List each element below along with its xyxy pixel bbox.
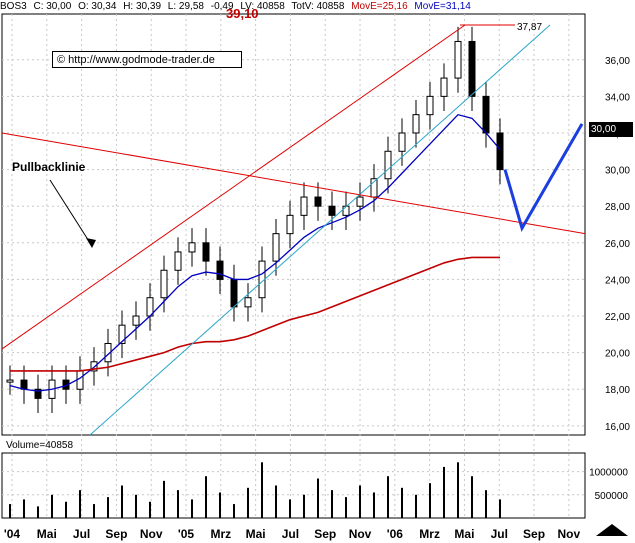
price-candle bbox=[314, 196, 322, 207]
price-candle bbox=[300, 196, 308, 216]
y-tick-label: 30,00 bbox=[605, 166, 630, 177]
vol-tick-label: 500000 bbox=[595, 491, 629, 502]
x-tick-label: Mai bbox=[246, 527, 266, 541]
price-frame bbox=[1, 13, 586, 436]
top-value-label: 39,10 bbox=[226, 6, 259, 21]
pullback-arrow bbox=[49, 179, 93, 247]
symbol-text: BOS3 bbox=[0, 1, 27, 12]
lv-text: LV: 40858 bbox=[240, 1, 285, 12]
pullback-line bbox=[1, 132, 586, 235]
vol-tick-label: 1000000 bbox=[589, 468, 628, 479]
y-tick-label: 36,00 bbox=[605, 56, 630, 67]
x-tick-label: Mai bbox=[454, 527, 474, 541]
price-candle bbox=[230, 278, 238, 308]
volume-label: Volume=40858 bbox=[6, 440, 74, 451]
x-tick-label: Sep bbox=[105, 527, 127, 541]
lower-trend-line bbox=[89, 24, 551, 436]
x-tick-label: Nov bbox=[349, 527, 372, 541]
watermark: © http://www.godmode-trader.de bbox=[52, 51, 242, 68]
x-tick-label: Nov bbox=[140, 527, 163, 541]
y-tick-label: 20,00 bbox=[605, 349, 630, 360]
x-tick-label: Mrz bbox=[210, 527, 231, 541]
price-candle bbox=[454, 40, 462, 79]
price-candle bbox=[104, 342, 112, 363]
ma-short-text: MovE=31,14 bbox=[414, 1, 471, 12]
price-candle bbox=[160, 269, 168, 299]
price-candle bbox=[356, 196, 364, 207]
projection-arrow bbox=[503, 123, 584, 232]
close-text: C: 30,00 bbox=[33, 1, 72, 12]
price-candle bbox=[328, 205, 336, 216]
price-candle bbox=[496, 132, 504, 171]
peak-annotation: 37,87 bbox=[517, 22, 543, 33]
low-text: L: 29,58 bbox=[167, 1, 204, 12]
ma-long-text: MovE=25,16 bbox=[351, 1, 408, 12]
price-candle bbox=[34, 388, 42, 399]
price-candle bbox=[286, 214, 294, 235]
x-tick-label: Nov bbox=[558, 527, 581, 541]
y-tick-label: 34,00 bbox=[605, 92, 630, 103]
open-text: O: 30,34 bbox=[78, 1, 117, 12]
header-bar: BOS3 C: 30,00 O: 30,34 H: 30,39 L: 29,58… bbox=[0, 0, 475, 14]
pullback-label: Pullbacklinie bbox=[12, 160, 86, 174]
price-candle bbox=[20, 379, 28, 390]
y-tick-label: 28,00 bbox=[605, 202, 630, 213]
price-candle bbox=[216, 260, 224, 280]
price-candle bbox=[398, 132, 406, 152]
change-text: -0,49 bbox=[210, 1, 234, 12]
ma-long-line bbox=[10, 256, 500, 372]
price-candle bbox=[426, 95, 434, 116]
price-candle bbox=[412, 114, 420, 134]
volume-frame bbox=[1, 452, 586, 519]
x-tick-label: Mrz bbox=[419, 527, 440, 541]
x-tick-label: Sep bbox=[523, 527, 545, 541]
price-candle bbox=[384, 150, 392, 180]
price-candle bbox=[440, 77, 448, 97]
price-candle bbox=[202, 242, 210, 262]
totv-text: TotV: 40858 bbox=[291, 1, 345, 12]
price-candle bbox=[188, 242, 196, 253]
y-tick-label: 22,00 bbox=[605, 312, 630, 323]
x-tick-label: '04 bbox=[4, 527, 21, 541]
high-text: H: 30,39 bbox=[123, 1, 162, 12]
price-candle bbox=[468, 40, 476, 97]
price-candle bbox=[174, 251, 182, 271]
y-tick-label: 24,00 bbox=[605, 275, 630, 286]
price-candle bbox=[272, 233, 280, 262]
price-candle bbox=[244, 297, 252, 308]
price-candle bbox=[6, 379, 14, 383]
pullback-arrowhead bbox=[86, 238, 96, 248]
x-tick-label: Jul bbox=[491, 527, 508, 541]
current-price-badge: 30,00 bbox=[589, 122, 633, 137]
corner-logo bbox=[592, 520, 632, 540]
price-candle bbox=[132, 315, 140, 326]
x-tick-label: Mai bbox=[37, 527, 57, 541]
price-candle bbox=[342, 205, 350, 216]
y-tick-label: 16,00 bbox=[605, 422, 630, 433]
price-candle bbox=[90, 361, 98, 372]
price-candle bbox=[118, 324, 126, 344]
price-candle bbox=[482, 95, 490, 134]
x-tick-label: '06 bbox=[387, 527, 404, 541]
x-tick-label: Jul bbox=[282, 527, 299, 541]
x-tick-label: Jul bbox=[73, 527, 90, 541]
x-tick-label: '05 bbox=[178, 527, 195, 541]
upper-trend-line bbox=[1, 24, 466, 350]
y-tick-label: 26,00 bbox=[605, 239, 630, 250]
x-tick-label: Sep bbox=[314, 527, 336, 541]
y-tick-label: 18,00 bbox=[605, 385, 630, 396]
